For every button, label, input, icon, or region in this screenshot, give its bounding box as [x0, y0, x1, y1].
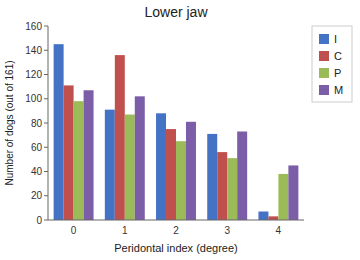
- y-tick: [44, 220, 48, 221]
- y-axis-title: Number of dogs (out of 161): [4, 60, 15, 185]
- bar: [115, 55, 125, 220]
- legend-label: P: [334, 67, 341, 79]
- x-tick-label: 2: [173, 225, 179, 236]
- page: {"chart_data": {"type": "bar", "title": …: [0, 0, 360, 260]
- y-tick-label: 60: [31, 142, 43, 153]
- y-tick: [44, 171, 48, 172]
- x-axis: 0 1 2 3 4: [71, 225, 282, 236]
- legend-swatch: [319, 51, 329, 61]
- y-tick: [44, 26, 48, 27]
- bar: [258, 212, 268, 220]
- legend-swatch: [319, 68, 329, 78]
- y-tick-label: 100: [25, 93, 42, 104]
- legend-swatch: [319, 85, 329, 95]
- legend-swatch: [319, 34, 329, 44]
- legend-label: M: [334, 84, 343, 96]
- y-tick: [44, 195, 48, 196]
- bar: [84, 90, 94, 220]
- x-tick-label: 0: [71, 225, 77, 236]
- x-axis-line: [48, 220, 304, 221]
- title: Lower jaw: [144, 4, 208, 20]
- bar: [278, 174, 288, 220]
- chart-svg: Lower jaw 0 20 40 60 80 100 120 140 160 0 1 2 3 4 Perid…: [0, 0, 360, 260]
- legend: ICPM: [312, 26, 352, 102]
- bar: [237, 131, 247, 220]
- y-tick: [44, 50, 48, 51]
- bar: [54, 44, 64, 220]
- bar: [207, 134, 217, 220]
- bars: [54, 44, 299, 220]
- y-tick-label: 160: [25, 21, 42, 32]
- bar: [135, 96, 145, 220]
- bar: [176, 141, 186, 220]
- y-tick: [44, 74, 48, 75]
- chart-container: Lower jaw 0 20 40 60 80 100 120 140 160 0 1 2 3 4 Perid…: [0, 0, 360, 260]
- bar: [166, 129, 176, 220]
- bar: [125, 115, 135, 220]
- x-tick-label: 3: [224, 225, 230, 236]
- x-tick-label: 4: [276, 225, 282, 236]
- bar: [288, 165, 298, 220]
- legend-label: I: [334, 33, 337, 45]
- x-axis-title: Peridontal index (degree): [114, 242, 238, 254]
- y-tick-label: 0: [36, 215, 42, 226]
- y-tick-label: 80: [31, 118, 43, 129]
- bar: [156, 113, 166, 220]
- y-tick-label: 40: [31, 166, 43, 177]
- bar: [186, 122, 196, 220]
- y-tick: [44, 147, 48, 148]
- bar: [105, 110, 115, 220]
- y-tick-label: 20: [31, 190, 43, 201]
- y-tick-label: 140: [25, 45, 42, 56]
- bar: [64, 85, 74, 220]
- bar: [227, 158, 237, 220]
- y-axis: 0 20 40 60 80 100 120 140 160: [25, 21, 48, 226]
- legend-frame: [312, 26, 352, 102]
- bar: [74, 101, 84, 220]
- x-tick-label: 1: [122, 225, 128, 236]
- y-tick-label: 120: [25, 69, 42, 80]
- legend-label: C: [334, 50, 342, 62]
- y-axis-line: [48, 26, 49, 220]
- y-tick: [44, 123, 48, 124]
- bar: [268, 216, 278, 220]
- bar: [217, 152, 227, 220]
- y-tick: [44, 98, 48, 99]
